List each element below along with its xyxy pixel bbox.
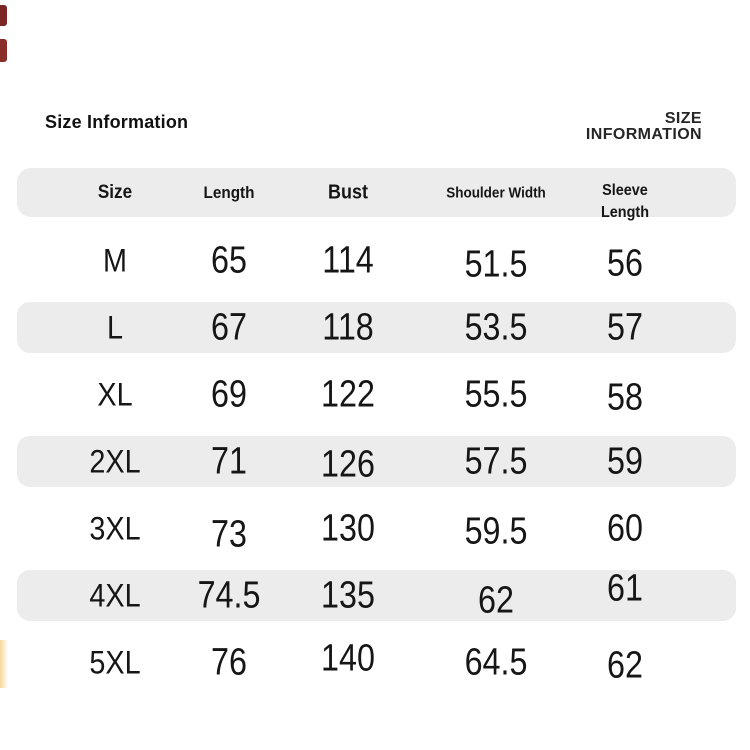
value-cell: 62 (478, 579, 514, 621)
value-cell: 53.5 (464, 306, 528, 348)
column-header: Shoulder Width (446, 184, 546, 201)
table-row: 3XL 73 130 59.5 60 (17, 495, 736, 562)
value-cell: 67 (211, 306, 247, 348)
table-row: L 67 118 53.5 57 (17, 294, 736, 361)
page-title: Size Information (45, 112, 189, 132)
table-rows: M 65 114 51.5 56 L 67 118 53.5 57 XL 69 122 55.5 58 2XL… (17, 227, 736, 696)
value-cell: 140 (321, 637, 375, 679)
value-cell: 64.5 (464, 641, 528, 683)
value-cell: 130 (321, 507, 375, 549)
column-header: Length (203, 182, 255, 202)
value-cell: 62 (607, 644, 643, 686)
value-cell: 126 (321, 443, 375, 485)
table-row: 4XL 74.5 135 62 61 (17, 562, 736, 629)
size-cell: 3XL (89, 510, 141, 546)
value-cell: 61 (607, 567, 643, 609)
size-cell: 4XL (89, 577, 141, 613)
size-cell: XL (97, 376, 133, 412)
table-header-row: Size Length Bust Shoulder Width Sleeve Lengt… (17, 168, 736, 221)
value-cell: 73 (211, 513, 247, 555)
size-cell: L (106, 309, 124, 345)
value-cell: 57 (607, 306, 643, 348)
value-cell: 58 (607, 376, 643, 418)
value-cell: 135 (321, 574, 375, 616)
value-cell: 59.5 (464, 510, 528, 552)
value-cell: 118 (322, 306, 374, 348)
page-title-right-line2: INFORMATION (585, 126, 702, 143)
value-cell: 65 (211, 239, 247, 281)
photo-edge-fragment-top-1 (0, 5, 7, 26)
value-cell: 74.5 (197, 574, 261, 616)
value-cell: 55.5 (464, 373, 528, 415)
value-cell: 76 (211, 641, 247, 683)
table-row: XL 69 122 55.5 58 (17, 361, 736, 428)
value-cell: 122 (321, 373, 375, 415)
value-cell: 60 (607, 507, 643, 549)
table-row: 2XL 71 126 57.5 59 (17, 428, 736, 495)
column-header: Size (97, 181, 133, 203)
photo-edge-fragment-top-2 (0, 39, 7, 62)
size-cell: M (103, 242, 127, 278)
value-cell: 51.5 (464, 243, 528, 285)
size-cell: 5XL (89, 644, 141, 680)
value-cell: 59 (607, 440, 643, 482)
value-cell: 56 (607, 242, 643, 284)
page-title-right-line1: SIZE (664, 110, 702, 127)
column-header: Sleeve Length (600, 181, 649, 221)
value-cell: 69 (211, 373, 247, 415)
size-table: Size Length Bust Shoulder Width Sleeve Lengt… (17, 168, 736, 696)
photo-edge-fragment-bottom (0, 640, 8, 688)
page-title-right: SIZE INFORMATION (586, 111, 702, 143)
value-cell: 57.5 (464, 440, 528, 482)
size-cell: 2XL (89, 443, 141, 479)
value-cell: 71 (211, 440, 247, 482)
value-cell: 114 (322, 239, 374, 281)
table-row: 5XL 76 140 64.5 62 (17, 629, 736, 696)
column-header: Bust (327, 181, 369, 203)
table-row: M 65 114 51.5 56 (17, 227, 736, 294)
